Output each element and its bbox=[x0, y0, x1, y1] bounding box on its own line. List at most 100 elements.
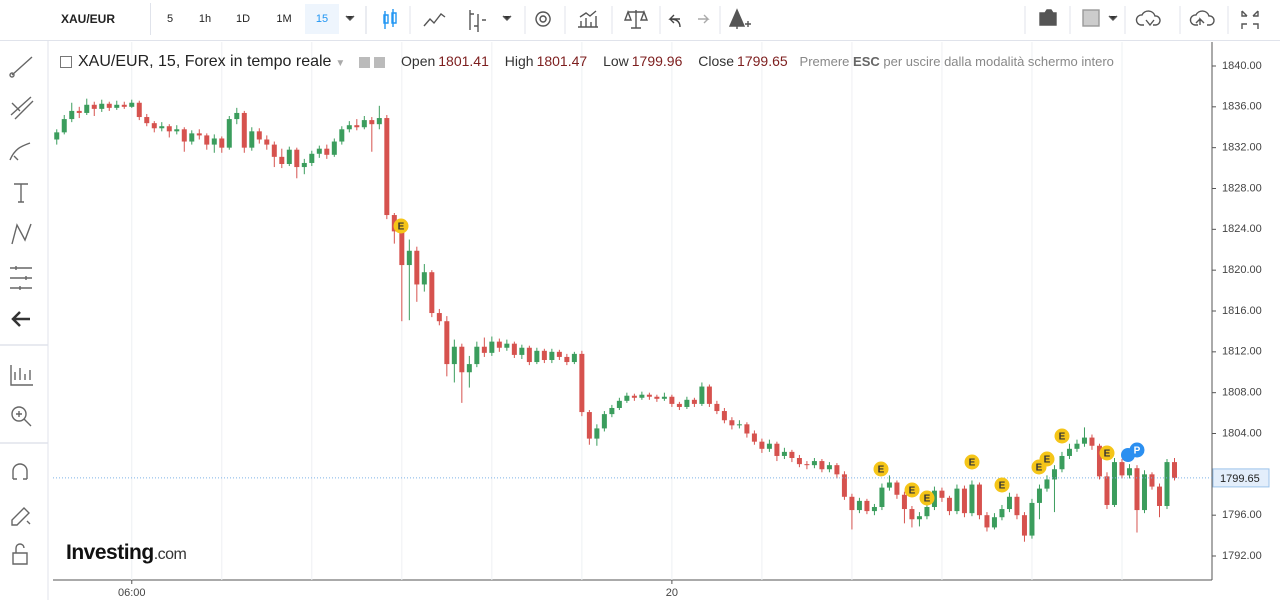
event-label: P bbox=[1134, 446, 1141, 457]
candle-body bbox=[519, 347, 525, 355]
save[interactable] bbox=[1189, 10, 1215, 26]
indicator-tool[interactable] bbox=[10, 365, 33, 386]
settings-icon[interactable] bbox=[359, 56, 371, 68]
candle-body bbox=[1119, 462, 1125, 476]
chart-style[interactable] bbox=[383, 9, 397, 29]
alert[interactable] bbox=[728, 8, 751, 29]
candle-body bbox=[564, 356, 570, 363]
candle-body bbox=[181, 129, 187, 142]
title-dropdown[interactable]: ▼ bbox=[335, 58, 346, 69]
candle-body bbox=[699, 386, 705, 404]
compare[interactable] bbox=[423, 13, 446, 27]
undo[interactable] bbox=[668, 14, 681, 28]
y-tick-label: 1812.00 bbox=[1222, 346, 1262, 358]
event-marker[interactable] bbox=[1054, 428, 1070, 444]
candle-body bbox=[264, 139, 270, 145]
candle-body bbox=[796, 458, 802, 465]
event-marker[interactable] bbox=[873, 461, 889, 477]
candle-body bbox=[489, 341, 495, 353]
symbol-search[interactable]: XAU/EUR bbox=[53, 3, 151, 35]
interval-button-active[interactable]: 15 bbox=[305, 4, 339, 34]
event-marker[interactable] bbox=[994, 477, 1010, 493]
candle-body bbox=[961, 488, 967, 514]
back-tool[interactable] bbox=[11, 311, 30, 327]
candle-body bbox=[324, 148, 330, 155]
candle-body bbox=[189, 133, 195, 142]
event-marker[interactable] bbox=[904, 482, 920, 498]
y-tick-label: 1824.00 bbox=[1222, 223, 1262, 235]
y-tick-label: 1828.00 bbox=[1222, 182, 1262, 194]
event-marker[interactable] bbox=[393, 218, 409, 234]
screenshot[interactable] bbox=[1039, 9, 1057, 26]
event-marker[interactable] bbox=[1099, 445, 1115, 461]
settings[interactable] bbox=[535, 11, 551, 27]
candle-body bbox=[654, 396, 660, 399]
candle-body bbox=[534, 350, 540, 363]
candle-body bbox=[91, 104, 97, 109]
balance[interactable] bbox=[623, 10, 649, 29]
dropdown[interactable] bbox=[502, 15, 512, 21]
brush-tool[interactable] bbox=[9, 142, 31, 161]
load[interactable] bbox=[1135, 10, 1161, 27]
fib-tool[interactable] bbox=[10, 96, 34, 120]
hide-icon[interactable] bbox=[374, 56, 386, 68]
magnet-tool[interactable] bbox=[12, 463, 28, 480]
trendline-tool[interactable] bbox=[9, 56, 33, 78]
watermark-brand: Investing bbox=[66, 541, 154, 564]
fullscreen[interactable] bbox=[1241, 10, 1259, 29]
candle-body bbox=[526, 347, 532, 363]
candle-body bbox=[864, 500, 870, 512]
interval-button[interactable]: 1D bbox=[235, 13, 251, 25]
event-marker[interactable] bbox=[919, 490, 935, 506]
candle-body bbox=[1021, 515, 1027, 536]
studies[interactable] bbox=[578, 10, 598, 28]
candle-body bbox=[1006, 496, 1012, 510]
event-label: E bbox=[999, 481, 1006, 492]
candle-body bbox=[834, 465, 840, 475]
candle-body bbox=[301, 162, 307, 168]
event-label: E bbox=[1059, 432, 1066, 443]
y-tick-label: 1836.00 bbox=[1222, 101, 1262, 113]
candle-body bbox=[211, 138, 217, 145]
drawing-tools bbox=[0, 10, 48, 565]
candle-body bbox=[766, 443, 772, 449]
lock-draw-tool[interactable] bbox=[11, 507, 31, 526]
candle-body bbox=[54, 132, 60, 140]
candle-body bbox=[196, 133, 202, 136]
unlock-tool[interactable] bbox=[12, 543, 28, 565]
candle-body bbox=[744, 424, 750, 434]
candle-body bbox=[646, 394, 652, 397]
candle-body bbox=[76, 110, 82, 113]
candle-body bbox=[204, 135, 210, 145]
interval-button[interactable]: 1M bbox=[276, 13, 292, 25]
chart-title: XAU/EUR, 15, Forex in tempo reale bbox=[78, 53, 332, 70]
zoom-tool[interactable] bbox=[11, 406, 32, 427]
candle-body bbox=[1066, 448, 1072, 456]
candle-body bbox=[676, 403, 682, 407]
plot-area: 06:00201792.001796.001800.001804.001808.… bbox=[53, 42, 1262, 599]
event-marker[interactable] bbox=[1129, 442, 1145, 458]
color-picker[interactable] bbox=[1082, 9, 1100, 27]
candle-body bbox=[496, 341, 502, 348]
dropdown[interactable] bbox=[345, 15, 355, 21]
candle-body bbox=[616, 400, 622, 408]
measure-tool[interactable] bbox=[10, 266, 32, 290]
text-tool[interactable] bbox=[14, 183, 28, 203]
event-marker[interactable] bbox=[1039, 451, 1055, 467]
ohlc-value: 1801.41 bbox=[438, 53, 489, 69]
event-marker[interactable] bbox=[964, 454, 980, 470]
candle-body bbox=[841, 474, 847, 497]
candle-body bbox=[751, 433, 757, 442]
interval-button[interactable]: 5 bbox=[166, 13, 174, 25]
candle-body bbox=[331, 141, 337, 155]
redo[interactable] bbox=[698, 14, 710, 24]
dropdown[interactable] bbox=[1108, 15, 1118, 21]
collapse-toggle[interactable] bbox=[60, 56, 72, 69]
interval-button[interactable]: 1h bbox=[198, 13, 212, 25]
candle-body bbox=[1059, 455, 1065, 470]
pattern-tool[interactable] bbox=[11, 223, 32, 245]
indicators[interactable] bbox=[469, 10, 486, 32]
legend-header: XAU/EUR, 15, Forex in tempo reale ▼ Open… bbox=[60, 53, 1114, 71]
candle-body bbox=[421, 272, 427, 285]
candle-body bbox=[1141, 474, 1147, 511]
